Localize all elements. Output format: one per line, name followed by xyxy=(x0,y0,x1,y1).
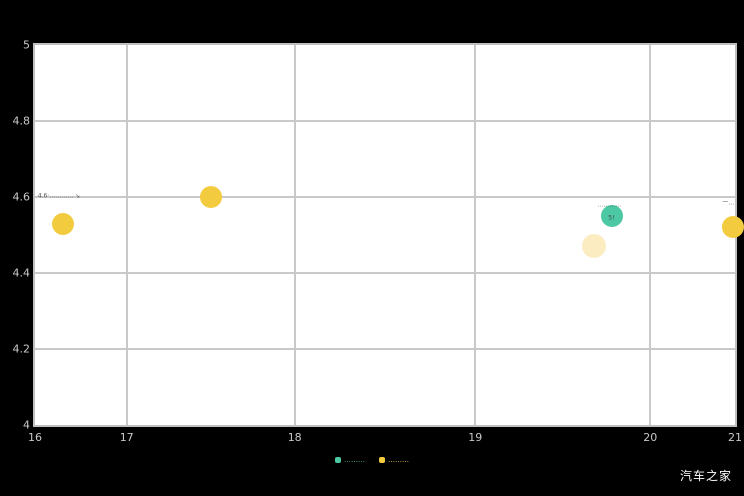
horizontal-gridline xyxy=(35,348,735,350)
horizontal-gridline xyxy=(35,196,735,198)
y-tick-label: 4.6 xyxy=(12,190,31,204)
x-axis-labels: 16 17 18 19 20 21 xyxy=(28,431,742,446)
legend-label: ……… xyxy=(388,456,409,464)
chart-annotation: 一… xyxy=(722,199,735,207)
legend-item: ……… xyxy=(335,456,365,464)
vertical-gridline xyxy=(474,45,477,425)
y-tick-label: 4.2 xyxy=(12,342,31,356)
x-tick-label: 19 xyxy=(468,431,483,444)
x-tick-label: 20 xyxy=(643,431,658,444)
vertical-gridline xyxy=(293,45,296,425)
horizontal-gridline xyxy=(35,120,735,122)
data-point-bubble-series-yellow xyxy=(722,216,744,239)
data-point-bubble-series-teal xyxy=(600,205,623,227)
legend-swatch xyxy=(379,457,385,463)
horizontal-gridline xyxy=(35,272,735,274)
data-point-bubble-series-pale-yellow xyxy=(582,234,607,259)
y-tick-label: 5 xyxy=(23,38,30,52)
vertical-gridline xyxy=(125,45,128,425)
legend-item: ……… xyxy=(379,456,409,464)
x-tick-label: 17 xyxy=(119,431,134,444)
legend: ……… ……… xyxy=(0,454,744,466)
y-tick-label: 4.8 xyxy=(12,114,31,128)
y-tick-label: 4 xyxy=(23,418,30,432)
legend-swatch xyxy=(335,457,341,463)
chart-annotation: 4.6·………… ↘ xyxy=(37,192,81,200)
chart-annotation: 5! xyxy=(608,214,615,222)
x-tick-label: 18 xyxy=(287,431,302,444)
chart-annotation: ………… xyxy=(597,201,622,209)
vertical-gridline xyxy=(649,45,652,425)
legend-label: ……… xyxy=(344,456,365,464)
y-axis-labels: 5 4.8 4.6 4.4 4.2 4 xyxy=(0,40,31,431)
plot-area: 4.6·………… ↘ ………… 5! 一… xyxy=(33,43,744,427)
data-point-bubble-series-yellow xyxy=(51,212,74,235)
data-point-bubble-series-yellow xyxy=(199,186,222,208)
watermark: 汽车之家 xyxy=(679,469,732,483)
x-tick-label: 21 xyxy=(728,431,742,444)
x-tick-label: 16 xyxy=(28,431,42,444)
y-tick-label: 4.4 xyxy=(12,266,31,280)
